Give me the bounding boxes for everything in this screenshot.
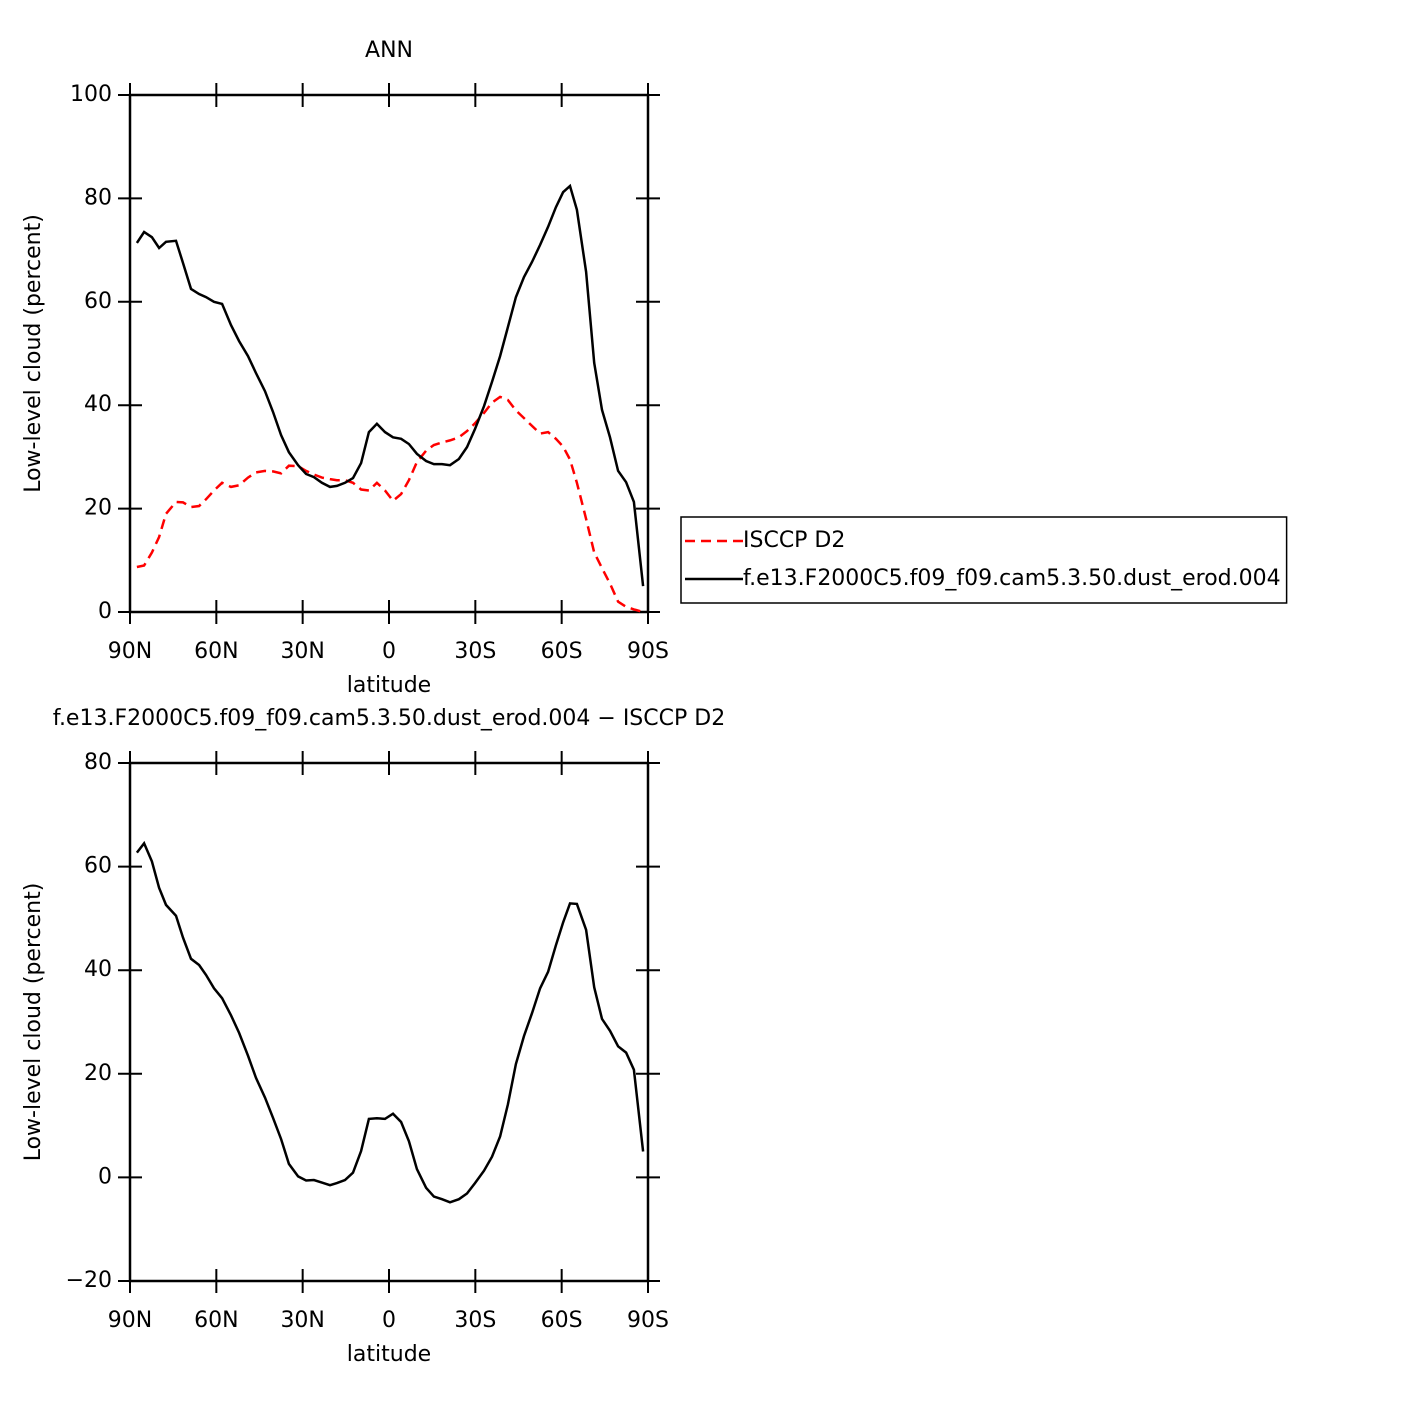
x-tick-label: 60S xyxy=(541,1308,583,1333)
chart-title: ANN xyxy=(365,38,413,63)
x-axis-label: latitude xyxy=(347,673,431,698)
x-tick-label: 30N xyxy=(280,1308,324,1333)
legend-label: f.e13.F2000C5.f09_f09.cam5.3.50.dust_ero… xyxy=(743,566,1281,591)
data-line xyxy=(136,395,644,614)
y-tick-label: 40 xyxy=(84,957,112,982)
y-axis-label: Low-level cloud (percent) xyxy=(21,214,46,493)
x-tick-label: 90S xyxy=(627,639,669,664)
y-axis-label: Low-level cloud (percent) xyxy=(21,883,46,1162)
x-tick-label: 0 xyxy=(382,639,396,664)
y-tick-label: 20 xyxy=(84,1061,112,1086)
y-tick-label: 80 xyxy=(84,750,112,775)
x-tick-label: 90N xyxy=(108,1308,152,1333)
x-tick-label: 30S xyxy=(454,1308,496,1333)
y-tick-label: 100 xyxy=(70,82,112,107)
x-tick-label: 30N xyxy=(280,639,324,664)
y-tick-label: 40 xyxy=(84,392,112,417)
plot-frame xyxy=(128,761,650,1283)
data-line xyxy=(135,183,645,587)
legend-label: ISCCP D2 xyxy=(743,528,845,553)
x-axis-label: latitude xyxy=(347,1342,431,1367)
y-tick-label: 80 xyxy=(84,185,112,210)
y-tick-label: 20 xyxy=(84,496,112,521)
y-tick-label: 60 xyxy=(84,854,112,879)
x-tick-label: 90S xyxy=(627,1308,669,1333)
chart-title: f.e13.F2000C5.f09_f09.cam5.3.50.dust_ero… xyxy=(53,706,725,731)
y-tick-label: 0 xyxy=(98,599,112,624)
y-tick-label: 0 xyxy=(98,1164,112,1189)
data-line xyxy=(135,840,645,1204)
plot-frame xyxy=(128,93,650,614)
legend: ISCCP D2 f.e13.F2000C5.f09_f09.cam5.3.50.… xyxy=(680,516,1288,604)
x-tick-label: 30S xyxy=(454,639,496,664)
x-tick-label: 60S xyxy=(541,639,583,664)
x-tick-label: 90N xyxy=(108,639,152,664)
y-tick-label: −20 xyxy=(66,1268,112,1293)
y-tick-label: 60 xyxy=(84,289,112,314)
x-tick-label: 60N xyxy=(194,639,238,664)
legend-frame xyxy=(680,516,1288,604)
x-tick-label: 60N xyxy=(194,1308,238,1333)
x-tick-label: 0 xyxy=(382,1308,396,1333)
